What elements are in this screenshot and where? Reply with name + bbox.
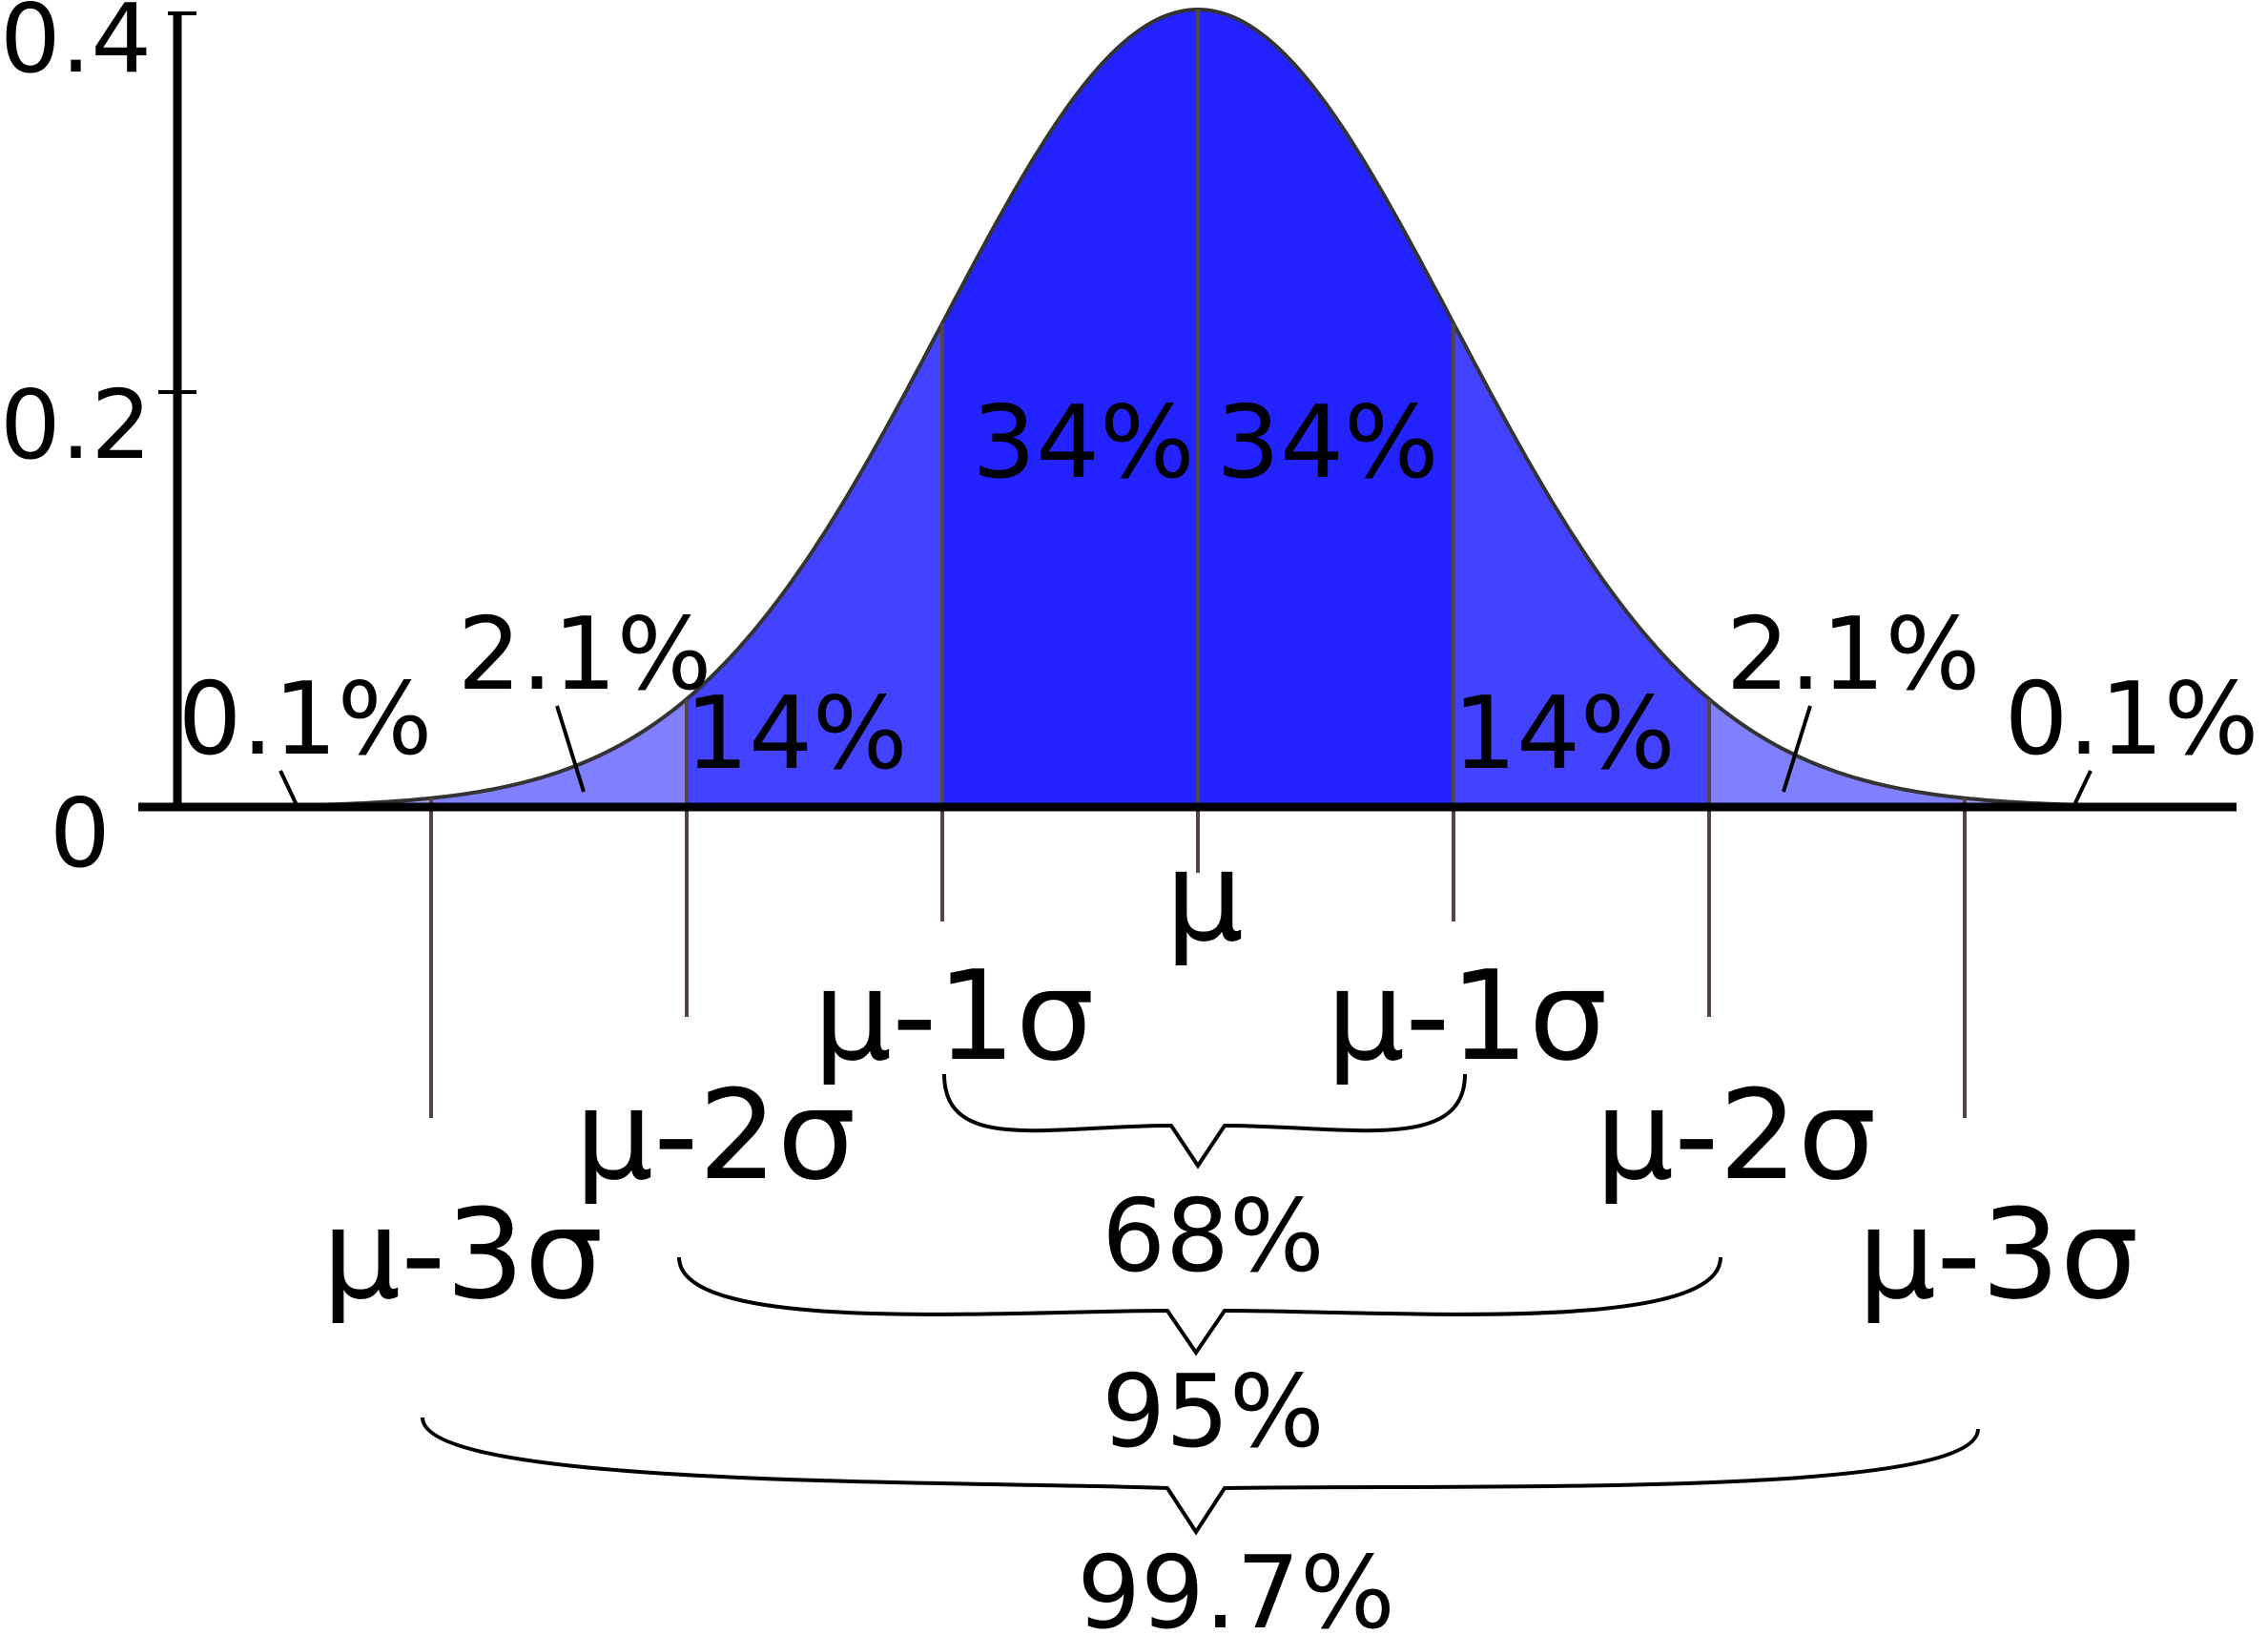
region-label-0.1-right: 0.1%	[2005, 661, 2259, 777]
leader-2.1-right	[1782, 705, 1812, 793]
leader-2.1-left	[555, 705, 586, 793]
brace-label-99.7: 99.7%	[1077, 1535, 1395, 1635]
brace-68	[942, 1073, 1467, 1169]
region-label-34-right: 34%	[1216, 384, 1438, 501]
leader-0.1-right	[2072, 770, 2093, 808]
y-tick-label-0: 0	[50, 777, 111, 889]
marker-label-minus-1-sigma: μ-1σ	[814, 943, 1095, 1088]
region-label-0.1-left: 0.1%	[178, 661, 433, 777]
region-label-2.1-left: 2.1%	[458, 596, 712, 713]
region-label-2.1-right: 2.1%	[1726, 596, 1981, 713]
band-2-to-3-sigma-right	[1709, 698, 1965, 807]
sigma-marker-lines	[429, 10, 1967, 1118]
y-tick-label-0.4: 0.4	[0, 0, 152, 94]
marker-label-plus-1-sigma: μ-1σ	[1327, 943, 1608, 1088]
y-tick-label-0.2: 0.2	[0, 369, 152, 481]
brace-label-68: 68%	[1102, 1178, 1324, 1294]
brace-95	[677, 1256, 1722, 1356]
region-label-34-left: 34%	[972, 384, 1194, 501]
region-label-14-right: 14%	[1453, 675, 1675, 792]
marker-label-minus-2-sigma: μ-2σ	[575, 1063, 856, 1208]
brace-99.7	[421, 1417, 1980, 1536]
brace-label-95: 95%	[1102, 1354, 1324, 1470]
region-label-14-left: 14%	[685, 675, 907, 792]
band-2-to-3-sigma-left	[431, 698, 687, 807]
marker-label-minus-3-sigma: μ-3σ	[322, 1182, 604, 1327]
marker-label-mu: μ	[1165, 824, 1245, 969]
marker-label-plus-2-sigma: μ-2σ	[1596, 1063, 1877, 1208]
leader-0.1-left	[278, 770, 299, 808]
marker-label-plus-3-sigma: μ-3σ	[1858, 1182, 2139, 1327]
